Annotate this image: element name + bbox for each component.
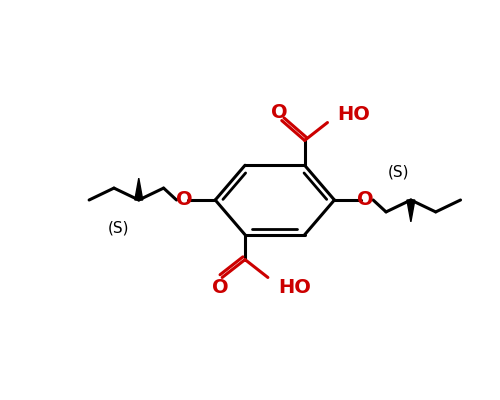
Text: (S): (S): [108, 220, 130, 235]
Text: O: O: [272, 103, 288, 122]
Text: HO: HO: [338, 105, 370, 124]
Text: O: O: [357, 190, 374, 210]
Text: HO: HO: [278, 278, 310, 297]
Polygon shape: [407, 200, 415, 222]
Text: O: O: [212, 278, 228, 297]
Text: (S): (S): [388, 165, 409, 180]
Text: O: O: [176, 190, 193, 210]
Polygon shape: [135, 178, 143, 200]
